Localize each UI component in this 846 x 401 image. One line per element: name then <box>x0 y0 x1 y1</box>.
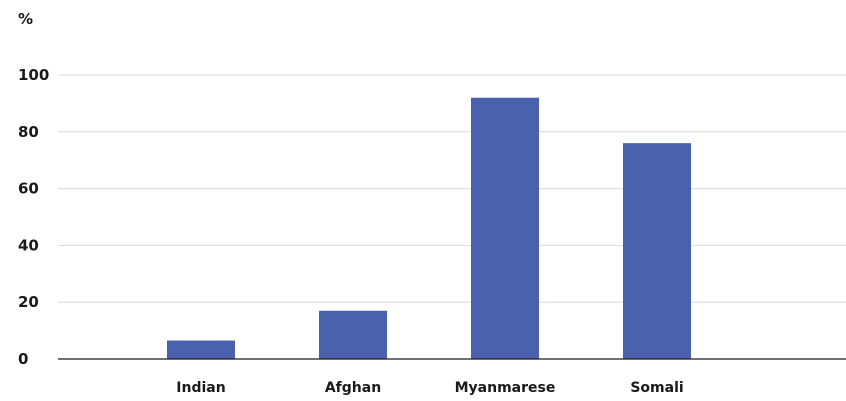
bar-somali <box>623 143 691 359</box>
x-tick-label: Indian <box>176 380 225 396</box>
y-tick-label: 40 <box>18 236 39 254</box>
y-tick-label: 100 <box>18 66 49 84</box>
x-axis-ticks: Indian Afghan Myanmarese Somali <box>176 380 683 396</box>
x-tick-label: Afghan <box>325 380 381 396</box>
y-tick-label: 80 <box>18 123 39 141</box>
y-axis-unit-label: % <box>18 10 33 28</box>
y-tick-label: 60 <box>18 180 39 198</box>
bar-afghan <box>319 310 387 359</box>
gridlines <box>58 74 846 303</box>
bar-indian <box>167 340 235 359</box>
x-tick-label: Somali <box>630 380 683 396</box>
y-tick-label: 0 <box>18 350 28 368</box>
bars <box>167 97 691 359</box>
bar-myanmarese <box>471 97 539 359</box>
y-tick-label: 20 <box>18 293 39 311</box>
x-tick-label: Myanmarese <box>455 380 556 396</box>
y-axis-ticks: 0 20 40 60 80 100 <box>18 66 49 368</box>
